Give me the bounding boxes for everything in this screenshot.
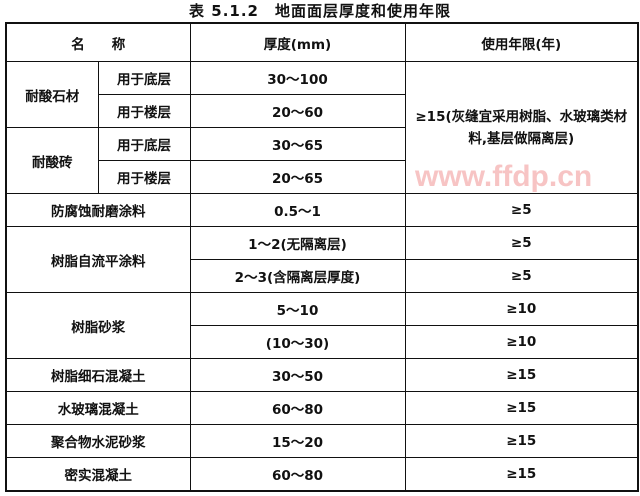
- table-row: 水玻璃混凝土 60～80 ≥15: [5, 391, 639, 425]
- cell-thickness: 15～20: [189, 424, 406, 458]
- table-row: 树脂砂浆 5～10 ≥10: [5, 292, 639, 359]
- table-row: 2～3(含隔离层厚度) ≥5: [6, 259, 639, 293]
- table-row: 聚合物水泥砂浆 15～20 ≥15: [5, 424, 639, 458]
- header-life: 使用年限(年): [404, 22, 639, 62]
- cell-life-merged: ≥15(灰缝宜采用树脂、水玻璃类材料,基层做隔离层): [404, 61, 639, 194]
- cell-thickness: 5～10: [189, 292, 406, 326]
- cell-sub: 用于底层: [97, 61, 191, 95]
- cell-life: ≥10: [404, 325, 639, 359]
- table-row: 用于楼层 20～60: [6, 94, 638, 128]
- cell-thickness: 1～2(无隔离层): [189, 226, 406, 260]
- cell-thickness: 30～65: [189, 127, 406, 161]
- cell-name: 水玻璃混凝土: [5, 391, 191, 425]
- table-row: 用于楼层 20～65: [6, 160, 638, 194]
- cell-life: ≥10: [404, 292, 639, 326]
- cell-thickness: 20～65: [189, 160, 406, 194]
- cell-name: 耐酸砖: [5, 127, 99, 194]
- cell-thickness: 60～80: [189, 457, 406, 492]
- cell-life: ≥15: [404, 457, 639, 492]
- table-row: 密实混凝土 60～80 ≥15: [5, 457, 639, 492]
- cell-thickness: 30～50: [189, 358, 406, 392]
- cell-life: ≥15: [404, 424, 639, 458]
- cell-sub: 用于楼层: [97, 94, 191, 128]
- cell-name: 聚合物水泥砂浆: [5, 424, 191, 458]
- table-row: (10～30) ≥10: [6, 325, 639, 359]
- table-row: 防腐蚀耐磨涂料 0.5～1 ≥5: [5, 193, 639, 227]
- cell-name: 树脂细石混凝土: [5, 358, 191, 392]
- cell-thickness: 20～60: [189, 94, 406, 128]
- cell-life: ≥15: [404, 358, 639, 392]
- cell-life: ≥5: [404, 226, 639, 260]
- header-thickness: 厚度(mm): [189, 22, 406, 62]
- cell-life: ≥5: [404, 259, 639, 293]
- table-header-row: 名 称 厚度(mm) 使用年限(年): [5, 22, 639, 62]
- cell-name: 树脂砂浆: [5, 292, 191, 359]
- cell-name: 防腐蚀耐磨涂料: [5, 193, 191, 227]
- cell-thickness: 2～3(含隔离层厚度): [189, 259, 406, 293]
- cell-life: ≥15: [404, 391, 639, 425]
- table-row: 树脂自流平涂料 1～2(无隔离层) ≥5: [5, 226, 639, 293]
- cell-name: 耐酸石材: [5, 61, 99, 128]
- header-name: 名 称: [5, 22, 191, 62]
- cell-sub: 用于底层: [97, 127, 191, 161]
- floor-thickness-table: 名 称 厚度(mm) 使用年限(年) 耐酸石材 用于底层 30～100 ≥15(…: [5, 22, 639, 492]
- cell-life: ≥5: [404, 193, 639, 227]
- cell-sub: 用于楼层: [97, 160, 191, 194]
- table-title: 表 5.1.2 地面面层厚度和使用年限: [189, 2, 451, 20]
- cell-thickness: 0.5～1: [189, 193, 406, 227]
- table-row: 耐酸石材 用于底层 30～100 ≥15(灰缝宜采用树脂、水玻璃类材料,基层做隔…: [5, 61, 639, 194]
- table-row: 树脂细石混凝土 30～50 ≥15: [5, 358, 639, 392]
- cell-name: 树脂自流平涂料: [5, 226, 191, 293]
- cell-name: 密实混凝土: [5, 457, 191, 492]
- cell-thickness: (10～30): [189, 325, 406, 359]
- cell-thickness: 60～80: [189, 391, 406, 425]
- cell-thickness: 30～100: [189, 61, 406, 95]
